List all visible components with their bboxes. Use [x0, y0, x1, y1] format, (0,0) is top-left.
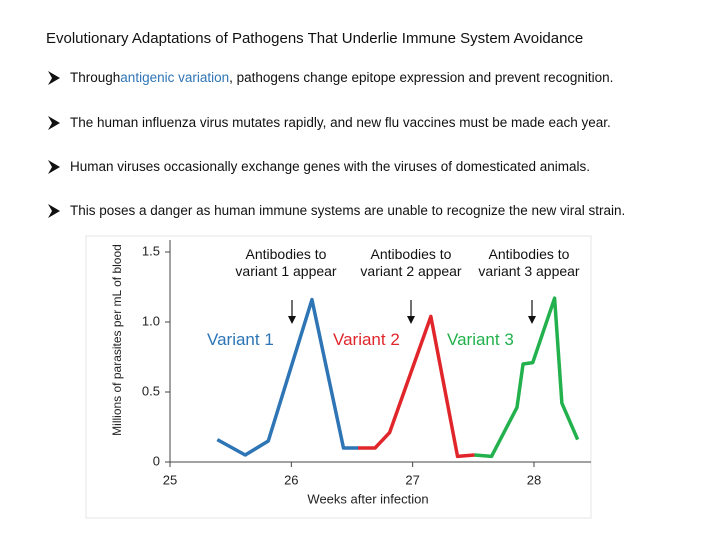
y-tick-label: 0.5 [142, 383, 160, 398]
bullet-arrow [48, 115, 60, 130]
y-axis-label-group: Millions of parasites per mL of blood [110, 244, 124, 436]
series-label: Variant 1 [207, 330, 274, 349]
line-series [358, 314, 475, 459]
line-series [216, 297, 359, 457]
annotation: Antibodies to variant 3 appear [478, 246, 580, 279]
bullet-text: This poses a danger as human immune syst… [70, 203, 626, 218]
bullet-arrow [48, 70, 60, 85]
bullet-item: The human influenza virus mutates rapidl… [48, 115, 611, 130]
y-tick-label: 0 [153, 453, 160, 468]
y-tick-label: 1.5 [142, 243, 160, 258]
slide-title: Evolutionary Adaptations of Pathogens Th… [46, 30, 584, 47]
annotation: Antibodies to variant 1 appear [235, 246, 337, 279]
y-axis-label-text: Millions of parasites per mL of blood [110, 244, 124, 436]
bullet-text: antigenic variation [120, 70, 230, 85]
bullet-item: This poses a danger as human immune syst… [48, 203, 625, 218]
annotation-arrowhead [407, 316, 415, 324]
x-tick-label: 25 [163, 472, 177, 487]
bullet-arrow [48, 159, 60, 174]
annotation-arrowhead [528, 316, 536, 324]
bullet-arrow [48, 203, 60, 218]
x-tick-label: 27 [405, 472, 419, 487]
series-label: Variant 3 [447, 330, 514, 349]
x-axis-label: Weeks after infection [307, 491, 428, 506]
bullet-text: Human viruses occasionally exchange gene… [70, 159, 591, 174]
annotation-arrowhead [288, 316, 296, 324]
bullet-item: Through antigenic variation, pathogens c… [48, 70, 613, 85]
bullet-text: The human influenza virus mutates rapidl… [70, 115, 611, 130]
line-series [474, 296, 580, 459]
bullet-item: Human viruses occasionally exchange gene… [48, 159, 590, 174]
series-label: Variant 2 [333, 330, 400, 349]
bullet-text: , pathogens change epitope expression an… [229, 70, 614, 85]
x-tick-label: 26 [284, 472, 298, 487]
annotation: Antibodies to variant 2 appear [360, 246, 462, 279]
x-tick-label: 28 [527, 472, 541, 487]
y-tick-label: 1.0 [142, 313, 160, 328]
chart-frame [85, 235, 592, 519]
bullet-text: Through [70, 70, 121, 85]
